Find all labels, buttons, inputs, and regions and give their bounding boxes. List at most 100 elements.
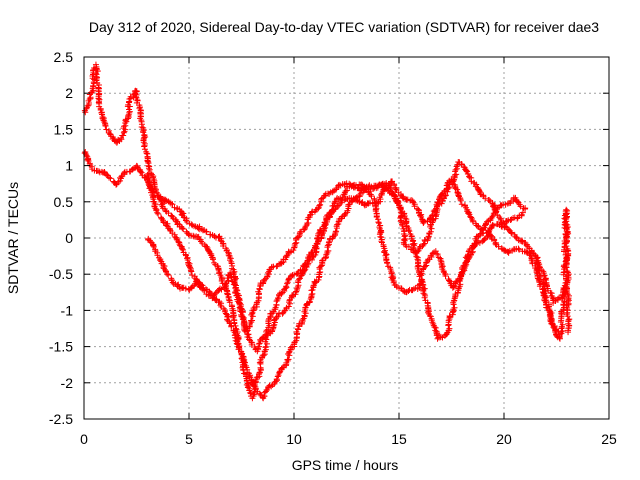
y-tick-label: -2	[61, 375, 74, 391]
data-point	[537, 276, 544, 283]
data-point	[84, 156, 91, 163]
data-point	[179, 225, 186, 232]
data-point	[317, 263, 324, 270]
data-point	[256, 359, 263, 366]
y-tick-label: -1.5	[49, 339, 73, 355]
data-point	[484, 233, 491, 240]
data-point	[468, 214, 475, 221]
data-point	[367, 191, 374, 198]
data-point	[137, 168, 144, 175]
data-point	[145, 179, 152, 186]
data-points	[81, 61, 573, 402]
data-point	[434, 251, 441, 258]
data-point	[318, 231, 325, 238]
data-point	[409, 287, 416, 294]
data-point	[324, 242, 331, 249]
data-point	[294, 285, 301, 292]
data-point	[489, 213, 496, 220]
data-point	[551, 325, 558, 332]
data-point	[422, 263, 429, 270]
data-point	[543, 298, 550, 305]
series-track-c	[144, 170, 562, 402]
x-tick-label: 5	[185, 431, 193, 447]
data-point	[107, 175, 114, 182]
y-tick-label: 0.5	[54, 194, 74, 210]
data-point	[391, 192, 398, 199]
data-point	[416, 244, 423, 251]
data-point	[132, 91, 139, 98]
data-point	[397, 205, 404, 212]
data-point	[310, 283, 317, 290]
data-point	[293, 288, 300, 295]
data-point	[179, 245, 186, 252]
data-point	[402, 215, 409, 222]
data-point	[423, 259, 430, 266]
data-point	[169, 201, 176, 208]
data-point	[157, 257, 164, 264]
data-point	[329, 188, 336, 195]
data-point	[155, 210, 162, 217]
x-tick-label: 10	[286, 431, 302, 447]
data-point	[323, 216, 330, 223]
data-point	[231, 281, 238, 288]
data-point	[273, 298, 280, 305]
data-point	[405, 288, 412, 295]
data-point	[228, 323, 235, 330]
data-point	[244, 327, 251, 334]
data-point	[446, 277, 453, 284]
data-point	[279, 364, 286, 371]
data-point	[145, 165, 152, 172]
data-point	[121, 123, 128, 130]
data-point	[439, 191, 446, 198]
data-point	[323, 251, 330, 258]
data-point	[187, 264, 194, 271]
data-point	[446, 325, 453, 332]
data-point	[415, 206, 422, 213]
data-point	[516, 246, 523, 253]
data-point	[164, 271, 171, 278]
data-point	[397, 218, 404, 225]
data-point	[226, 299, 233, 306]
data-point	[460, 263, 467, 270]
data-point	[273, 314, 280, 321]
y-axis-label: SDTVAR / TECUs	[5, 182, 21, 294]
data-point	[333, 228, 340, 235]
data-point	[563, 264, 570, 271]
data-point	[428, 212, 435, 219]
data-point	[138, 123, 145, 130]
data-point	[452, 166, 459, 173]
x-axis-label: GPS time / hours	[292, 457, 399, 473]
data-point	[490, 222, 497, 229]
data-point	[420, 220, 427, 227]
data-point	[534, 254, 541, 261]
data-point	[446, 312, 453, 319]
data-point	[565, 329, 572, 336]
data-point	[299, 267, 306, 274]
data-point	[203, 286, 210, 293]
data-point	[458, 201, 465, 208]
data-point	[274, 373, 281, 380]
data-point	[457, 274, 464, 281]
data-point	[378, 238, 385, 245]
data-point	[457, 281, 464, 288]
data-point	[463, 167, 470, 174]
data-point	[533, 258, 540, 265]
series-track-b	[81, 61, 526, 402]
data-point	[302, 310, 309, 317]
data-point	[563, 231, 570, 238]
data-point	[203, 243, 210, 250]
data-point	[262, 343, 269, 350]
data-point	[284, 280, 291, 287]
data-point	[243, 381, 250, 388]
data-point	[276, 310, 283, 317]
data-point	[149, 192, 156, 199]
data-point	[325, 247, 332, 254]
data-point	[508, 229, 515, 236]
data-point	[287, 344, 294, 351]
data-point	[549, 294, 556, 301]
data-point	[442, 192, 449, 199]
data-point	[260, 352, 267, 359]
data-point	[389, 276, 396, 283]
data-point	[508, 230, 515, 237]
data-point	[384, 260, 391, 267]
